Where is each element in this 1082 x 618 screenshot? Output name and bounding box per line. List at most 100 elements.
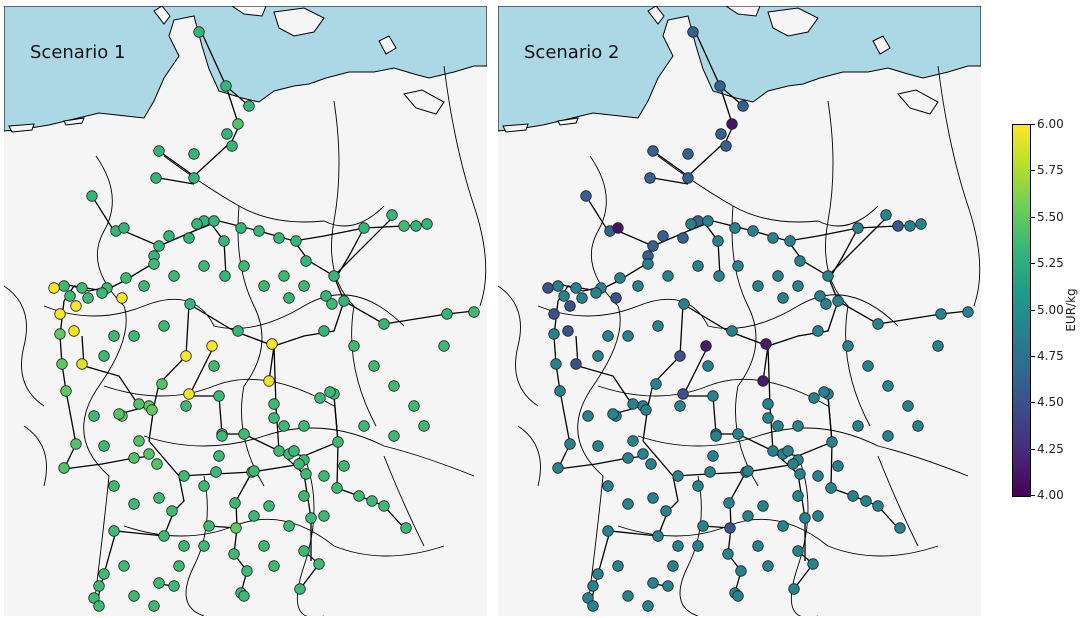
- station-marker: [86, 190, 98, 202]
- station-marker: [268, 412, 280, 424]
- station-marker: [552, 462, 564, 474]
- region-border: [657, 155, 879, 227]
- station-marker: [767, 445, 779, 457]
- station-marker: [757, 375, 769, 387]
- station-marker: [852, 222, 864, 234]
- station-marker: [188, 172, 200, 184]
- station-marker: [794, 468, 806, 480]
- station-marker: [862, 360, 874, 372]
- station-marker: [642, 258, 654, 270]
- station-marker: [702, 360, 714, 372]
- island: [273, 7, 325, 37]
- station-marker: [700, 340, 712, 352]
- island: [8, 123, 35, 133]
- station-marker: [156, 378, 168, 390]
- island: [502, 123, 529, 133]
- station-marker: [882, 380, 894, 392]
- station-marker: [548, 308, 560, 320]
- station-marker: [238, 590, 250, 602]
- station-marker: [902, 400, 914, 412]
- station-marker: [258, 540, 270, 552]
- station-marker: [757, 500, 769, 512]
- station-marker: [872, 500, 884, 512]
- colorbar-tick-label: 4.25: [1037, 441, 1064, 456]
- station-marker: [76, 358, 88, 370]
- station-marker: [732, 590, 744, 602]
- station-marker: [128, 590, 140, 602]
- station-marker: [298, 490, 310, 502]
- station-marker: [652, 530, 664, 542]
- station-marker: [96, 287, 108, 299]
- island: [63, 117, 85, 126]
- station-marker: [762, 398, 774, 410]
- station-marker: [582, 410, 594, 422]
- station-marker: [832, 460, 844, 472]
- station-marker: [592, 440, 604, 452]
- station-marker: [146, 404, 158, 416]
- station-marker: [93, 580, 105, 592]
- rail-line: [333, 215, 395, 277]
- station-marker: [238, 428, 250, 440]
- station-marker: [723, 497, 735, 509]
- region-border: [331, 100, 377, 427]
- station-marker: [56, 358, 68, 370]
- station-marker: [120, 272, 132, 284]
- station-marker: [273, 445, 285, 457]
- station-marker: [704, 466, 716, 478]
- station-marker: [580, 190, 592, 202]
- rail-line: [652, 177, 689, 185]
- region-border: [103, 378, 335, 407]
- station-marker: [184, 298, 196, 310]
- station-marker: [68, 325, 80, 337]
- station-marker: [151, 458, 163, 470]
- station-marker: [713, 270, 725, 282]
- station-marker: [230, 522, 242, 534]
- station-marker: [305, 512, 317, 524]
- station-marker: [752, 280, 764, 292]
- station-marker: [622, 330, 634, 342]
- station-marker: [672, 470, 684, 482]
- station-marker: [792, 280, 804, 292]
- station-marker: [788, 583, 800, 595]
- rail-line: [557, 457, 629, 470]
- station-marker: [712, 235, 724, 247]
- station-marker: [243, 100, 255, 112]
- station-marker: [98, 568, 110, 580]
- station-marker: [293, 458, 305, 470]
- station-marker: [278, 420, 290, 432]
- station-marker: [677, 232, 689, 244]
- station-marker: [318, 470, 330, 482]
- station-marker: [715, 128, 727, 140]
- colorbar-tick-label: 5.50: [1037, 209, 1064, 224]
- station-marker: [722, 548, 734, 560]
- station-marker: [108, 480, 120, 492]
- station-marker: [150, 172, 162, 184]
- station-marker: [178, 540, 190, 552]
- colorbar-tick: [1030, 448, 1035, 450]
- station-marker: [657, 230, 669, 242]
- station-marker: [298, 280, 310, 292]
- station-marker: [183, 232, 195, 244]
- station-marker: [962, 306, 974, 318]
- station-marker: [602, 525, 614, 537]
- station-marker: [799, 512, 811, 524]
- station-marker: [180, 400, 192, 412]
- station-marker: [203, 520, 215, 532]
- station-marker: [58, 462, 70, 474]
- station-marker: [228, 548, 240, 560]
- station-marker: [622, 452, 634, 464]
- station-marker: [283, 292, 295, 304]
- station-marker: [166, 505, 178, 517]
- station-marker: [935, 308, 947, 320]
- rail-line: [762, 240, 839, 382]
- station-marker: [552, 280, 564, 292]
- station-marker: [792, 545, 804, 557]
- station-marker: [812, 325, 824, 337]
- station-marker: [60, 385, 72, 397]
- station-marker: [614, 272, 626, 284]
- station-marker: [221, 128, 233, 140]
- station-marker: [168, 270, 180, 282]
- island: [231, 6, 267, 17]
- region-border: [517, 425, 541, 487]
- region-border: [383, 455, 425, 547]
